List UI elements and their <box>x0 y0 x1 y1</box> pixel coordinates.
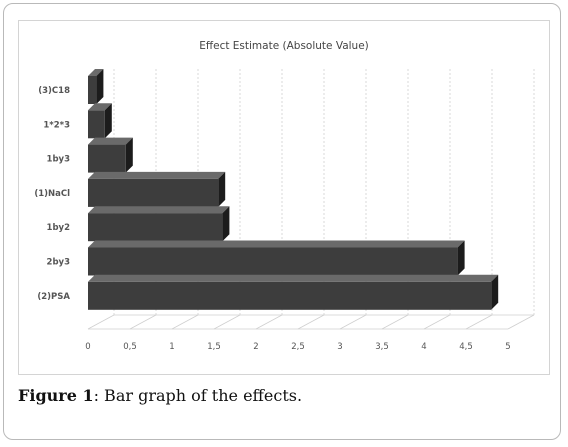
bar-side-face <box>104 103 112 139</box>
floor-gridline <box>87 314 115 330</box>
chart-area: Effect Estimate (Absolute Value) 0 0,5 1 1,5… <box>18 20 550 375</box>
x-tick-label: 4 <box>421 342 426 352</box>
figure-frame: Effect Estimate (Absolute Value) 0 0,5 1 1,5… <box>3 3 561 440</box>
figure-caption: Figure 1: Bar graph of the effects. <box>18 386 302 405</box>
bar <box>88 213 223 242</box>
x-tick-label: 4,5 <box>459 342 473 352</box>
y-category-label: 2by3 <box>47 258 71 268</box>
bar-chart: Effect Estimate (Absolute Value) 0 0,5 1 1,5… <box>34 40 535 352</box>
bar-side-face <box>491 274 499 310</box>
chart-title: Effect Estimate (Absolute Value) <box>199 40 369 52</box>
bar-top-face <box>88 274 499 282</box>
floor-gridline <box>129 314 157 330</box>
x-tick-label: 3,5 <box>375 342 389 352</box>
bar-side-face <box>218 171 226 207</box>
bar <box>88 144 126 173</box>
y-category-label: (3)C18 <box>38 86 70 96</box>
y-category-label: (2)PSA <box>37 292 70 302</box>
x-tick-label: 0,5 <box>123 342 137 352</box>
floor-gridline <box>465 314 493 330</box>
bar-side-face <box>125 137 133 173</box>
bar <box>88 178 219 207</box>
bar-top-face <box>88 103 112 111</box>
bar-top-face <box>88 240 465 248</box>
bar-top-face <box>88 69 104 76</box>
bar-top-face <box>88 137 133 145</box>
y-category-label: 1by3 <box>47 155 71 165</box>
bar-side-face <box>96 69 104 104</box>
floor-gridline <box>423 314 451 330</box>
floor-gridline <box>339 314 367 330</box>
bar-top-face <box>88 206 230 214</box>
x-tick-label: 5 <box>505 342 510 352</box>
bar-side-face <box>222 206 230 242</box>
x-tick-label: 2 <box>253 342 258 352</box>
x-tick-label: 1,5 <box>207 342 221 352</box>
caption-text: : Bar graph of the effects. <box>93 386 303 405</box>
bar-side-face <box>457 240 465 276</box>
y-category-label: 1by2 <box>47 223 71 233</box>
floor-gridline <box>297 314 325 330</box>
y-category-label: 1*2*3 <box>43 120 70 130</box>
bar-top-face <box>88 171 226 179</box>
x-tick-label: 1 <box>169 342 174 352</box>
bar <box>88 76 97 104</box>
x-tick-label: 0 <box>85 342 90 352</box>
floor-gridline <box>507 314 535 330</box>
bar <box>88 110 105 139</box>
floor-gridline <box>255 314 283 330</box>
x-tick-label: 3 <box>337 342 342 352</box>
bar <box>88 281 492 310</box>
caption-label: Figure 1 <box>18 386 94 405</box>
bar <box>88 247 458 276</box>
floor-gridline <box>381 314 409 330</box>
y-category-label: (1)NaCl <box>34 189 70 199</box>
x-tick-label: 2,5 <box>291 342 305 352</box>
floor-gridline <box>171 314 199 330</box>
floor-gridline <box>213 314 241 330</box>
